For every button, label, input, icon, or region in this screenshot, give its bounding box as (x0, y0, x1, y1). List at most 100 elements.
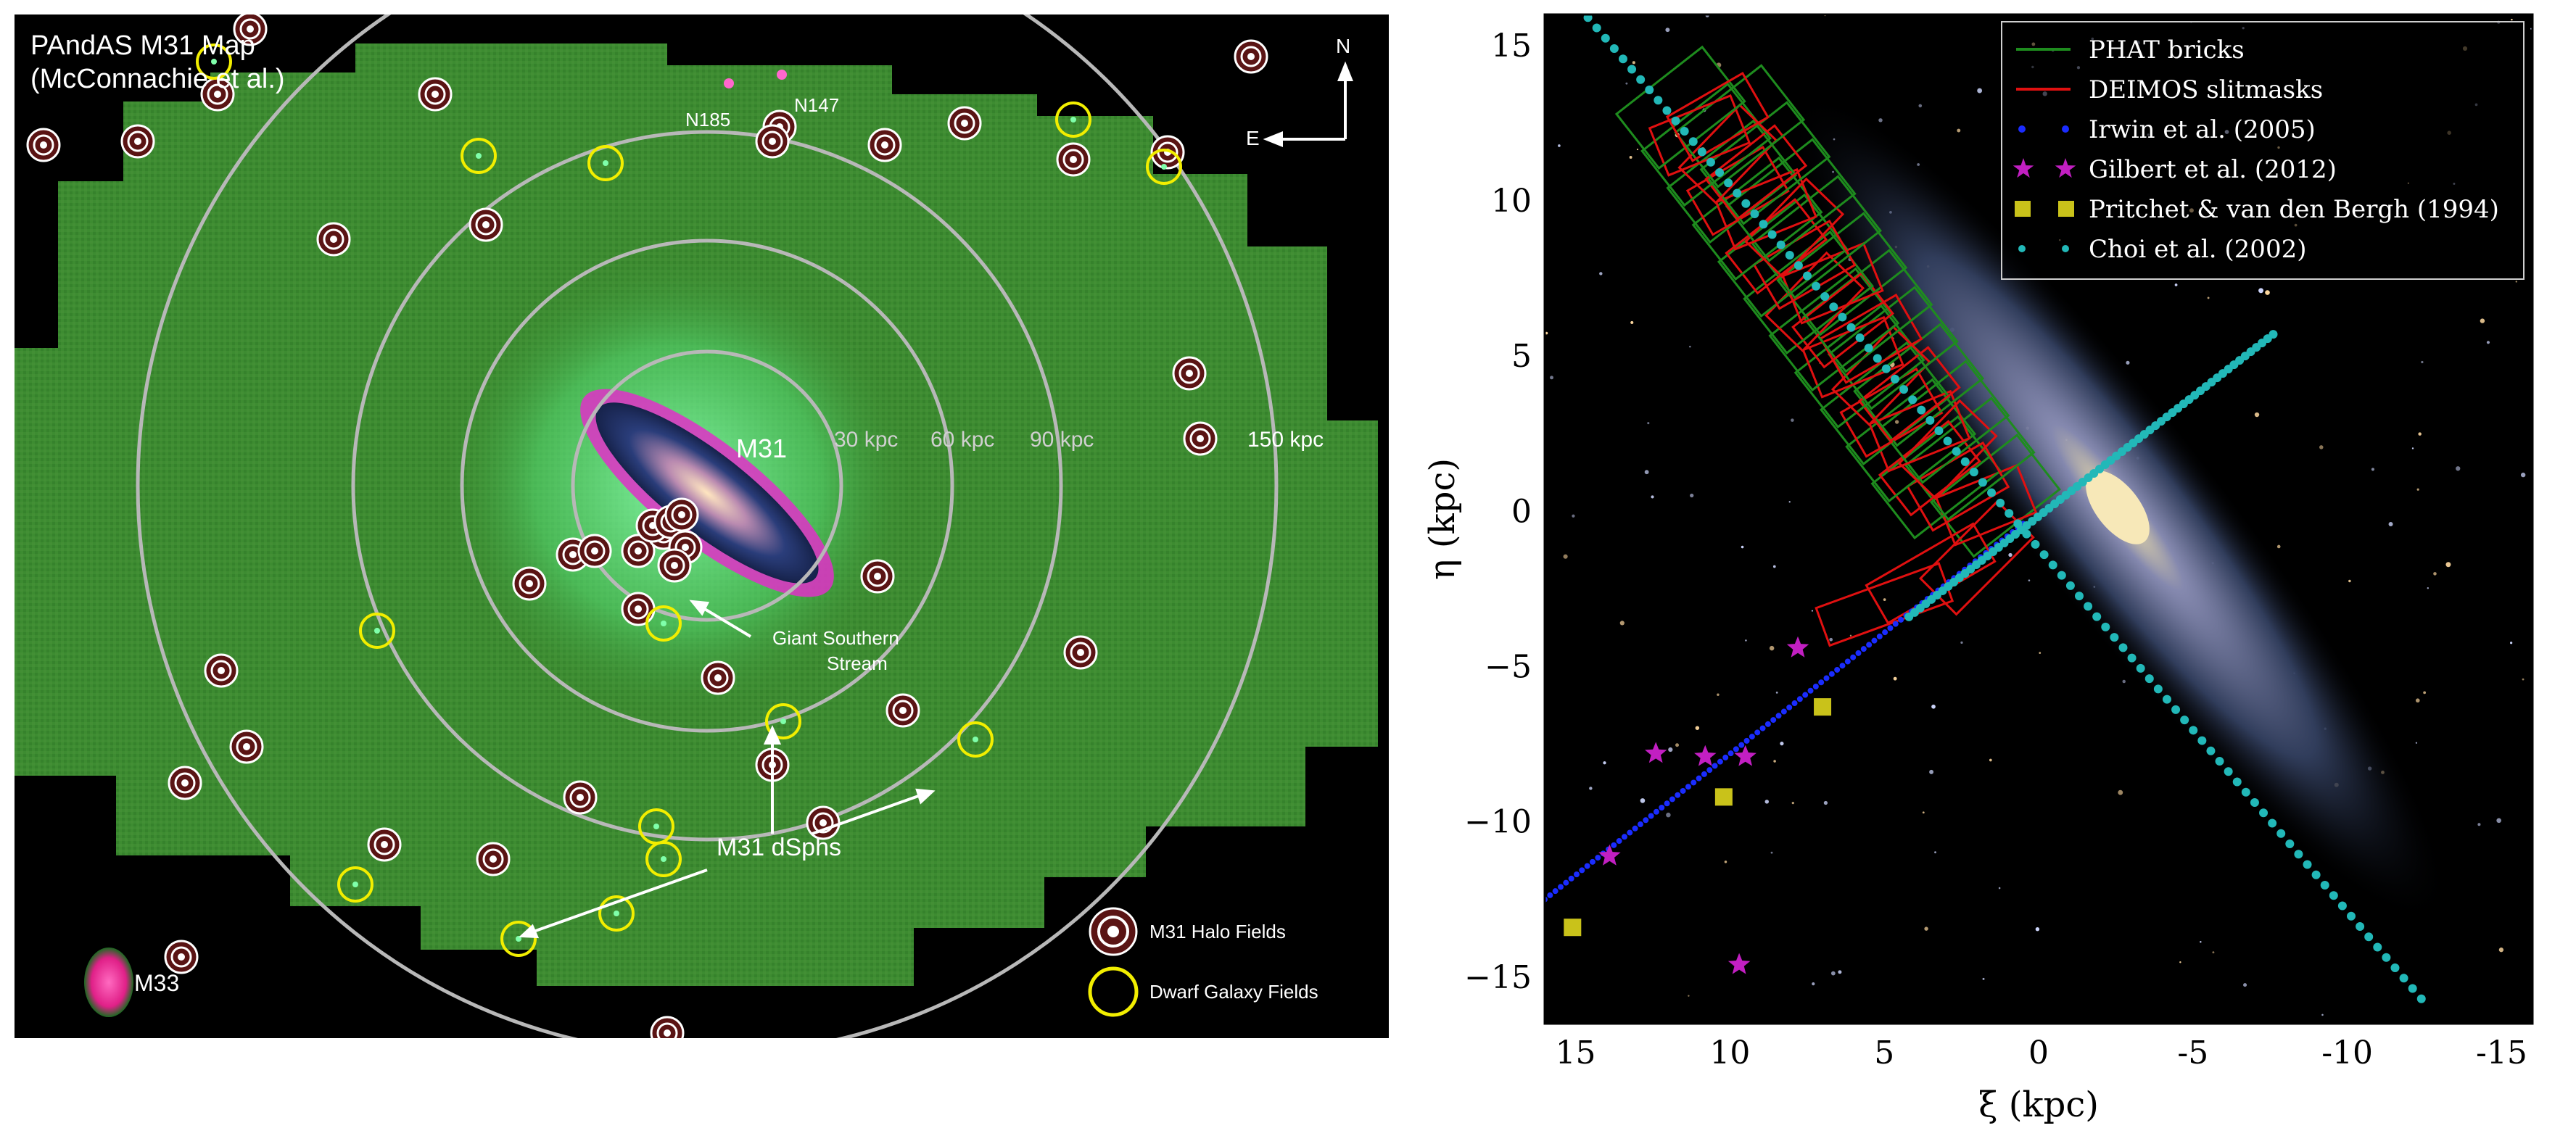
halo-field-marker (1172, 356, 1207, 391)
choi-point (2039, 550, 2049, 560)
gilbert-star (1727, 953, 1751, 974)
irwin-point (1770, 717, 1777, 724)
choi-point (2356, 922, 2365, 932)
background-star (2515, 281, 2517, 283)
background-star (2200, 941, 2202, 943)
irwin-point (1675, 792, 1681, 798)
halo-field-marker (1150, 135, 1185, 170)
dsph-arrow-right (812, 792, 925, 835)
dwarf-field-marker (598, 895, 635, 932)
choi-point (2276, 829, 2286, 838)
dwarf-field-marker (461, 138, 497, 174)
background-star (2174, 283, 2178, 286)
irwin-point (1802, 692, 1809, 698)
irwin-point (1712, 763, 1718, 769)
legend-label: Gilbert et al. (2012) (2089, 155, 2337, 184)
halo-field-marker (806, 805, 841, 840)
background-star (1788, 501, 1791, 503)
halo-field-marker (229, 729, 264, 764)
background-star (1929, 769, 1934, 774)
halo-field-markers (26, 14, 1268, 1038)
background-star (1644, 470, 1649, 475)
y-tick-label: 15 (1491, 28, 1532, 65)
choi-point (1864, 344, 1873, 353)
legend-dot (2062, 125, 2069, 133)
gilbert-star (1786, 636, 1809, 658)
background-star (2243, 983, 2247, 987)
irwin-point (1775, 713, 1782, 719)
choi-point (2224, 767, 2233, 776)
irwin-point (1855, 650, 1862, 656)
x-tick-label: 15 (1556, 1035, 1596, 1071)
choi-point (2101, 622, 2110, 631)
irwin-point (1738, 742, 1745, 748)
chart-legend: PHAT bricks DEIMOS slitmasks Irwin et al. … (2001, 21, 2525, 280)
ring-90kpc (351, 130, 1063, 842)
phat-brick (1776, 212, 1908, 336)
dwarf-field-marker (337, 866, 373, 903)
dwarf-field-marker (765, 703, 801, 739)
background-star (1563, 554, 1568, 559)
irwin-point (1552, 888, 1559, 895)
y-tick-label: −10 (1464, 804, 1532, 841)
dsph-label: M31 dSphs (717, 834, 841, 861)
choi-point (1776, 240, 1786, 249)
background-star (1717, 693, 1720, 696)
background-star (1599, 272, 1603, 275)
choi-point (2005, 509, 2014, 518)
dwarf-field-marker (957, 721, 994, 758)
legend-halo-symbol (1089, 907, 1138, 956)
stream-label-line2: Stream (827, 652, 888, 674)
choi-point (1733, 188, 1742, 198)
background-star (2028, 579, 2031, 581)
background-star (1934, 851, 1936, 854)
background-star (2319, 445, 2324, 449)
legend-entry: Irwin et al. (2005) (2018, 115, 2316, 144)
irwin-point (1876, 633, 1883, 639)
choi-point (1609, 44, 1619, 54)
irwin-point (1844, 658, 1851, 665)
background-star (1883, 598, 1886, 601)
halo-field-marker (577, 534, 612, 568)
irwin-point (1563, 879, 1569, 886)
ring-30kpc (571, 349, 843, 622)
irwin-point (1796, 696, 1803, 702)
background-star (2118, 789, 2123, 795)
irwin-point (1579, 867, 1585, 874)
irwin-point (1722, 754, 1729, 760)
irwin-point (1573, 871, 1580, 878)
background-star (2433, 572, 2437, 576)
halo-field-marker (664, 497, 699, 532)
pritchet-square (1814, 698, 1832, 716)
irwin-point (1898, 616, 1904, 623)
halo-field-marker (233, 14, 268, 46)
irwin-point (1589, 858, 1595, 865)
background-star (1989, 758, 1992, 762)
irwin-point (1727, 750, 1734, 757)
background-star (1690, 493, 1694, 498)
legend-square (2015, 201, 2031, 217)
dsph-arrow-left (529, 868, 708, 934)
irwin-point (1595, 855, 1601, 861)
background-star (1545, 331, 1548, 335)
background-star (1647, 422, 1650, 425)
background-star (2039, 652, 2042, 654)
irwin-point (1659, 804, 1665, 810)
halo-field-marker (621, 534, 656, 568)
background-star (2415, 742, 2418, 744)
legend-halo-label: M31 Halo Fields (1149, 921, 1286, 942)
background-star (1724, 861, 1727, 863)
background-star (1689, 345, 1691, 348)
background-star (2445, 562, 2451, 568)
n185-label: N185 (685, 109, 731, 130)
choi-point (2320, 881, 2329, 890)
choi-point (1618, 54, 1627, 64)
legend-dwarf-symbol (1088, 966, 1139, 1017)
irwin-point (1701, 771, 1707, 777)
legend-label: DEIMOS slitmasks (2089, 75, 2323, 104)
background-star (1878, 118, 1883, 123)
compass-n-label: N (1336, 35, 1351, 57)
ring-label-150kpc: 150 kpc (1247, 428, 1324, 452)
background-star (1960, 641, 1963, 644)
halo-field-marker (563, 780, 598, 815)
